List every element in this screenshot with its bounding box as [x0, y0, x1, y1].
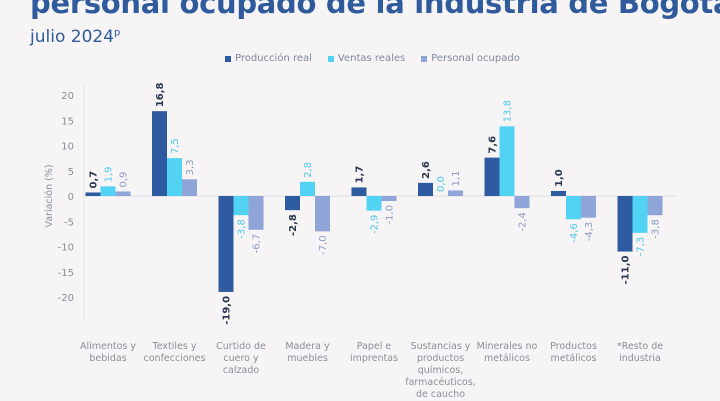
x-tick-label: Papel e imprentas	[338, 341, 410, 365]
bar	[300, 182, 315, 196]
y-tick-label: 15	[61, 116, 74, 127]
data-label: 0,9	[119, 172, 130, 188]
bar	[448, 190, 463, 196]
x-tick-label: Curtido de cuero y calzado	[205, 341, 277, 377]
data-label: -1,0	[385, 205, 396, 225]
y-tick-label: 5	[68, 167, 74, 178]
y-tick-label: 0	[68, 192, 74, 203]
data-label: 0,0	[436, 176, 447, 192]
x-tick-label: Alimentos y bebidas	[72, 341, 144, 365]
bar	[581, 196, 596, 218]
data-label: -11,0	[621, 256, 632, 285]
data-label: -6,7	[252, 234, 263, 254]
bar	[152, 111, 167, 196]
data-label: 16,8	[155, 82, 166, 107]
bar	[551, 191, 566, 196]
data-label: -2,4	[518, 212, 529, 232]
x-tick-label: Minerales no metálicos	[471, 341, 543, 365]
y-tick-label: -20	[58, 293, 74, 304]
data-label: 2,6	[421, 161, 432, 179]
bar	[618, 196, 633, 252]
x-tick-label: Productos metálicos	[538, 341, 610, 365]
data-label: 1,9	[104, 166, 115, 182]
data-label: -2,8	[288, 214, 299, 236]
y-tick-label: -5	[64, 217, 74, 228]
x-tick-label: *Resto de industria	[604, 341, 676, 365]
bar	[86, 192, 101, 196]
data-label: 1,7	[355, 166, 366, 184]
data-label: -7,3	[636, 237, 647, 257]
data-label: -3,8	[237, 219, 248, 239]
data-label: 1,1	[451, 171, 462, 187]
bar	[418, 183, 433, 196]
data-label: 7,6	[488, 136, 499, 154]
bar	[352, 187, 367, 196]
data-label: -2,9	[370, 215, 381, 235]
y-tick-label: 10	[61, 142, 74, 153]
x-tick-label: Madera y muebles	[272, 341, 344, 365]
y-tick-label: -10	[58, 243, 74, 254]
bar	[249, 196, 264, 230]
data-label: -3,8	[651, 219, 662, 239]
data-label: 2,8	[303, 162, 314, 178]
data-label: -4,6	[569, 223, 580, 243]
bar	[182, 179, 197, 196]
x-tick-label: Textiles y confecciones	[139, 341, 211, 365]
bar	[367, 196, 382, 211]
data-label: -19,0	[222, 296, 233, 325]
y-tick-label: -15	[58, 268, 74, 279]
bar	[500, 126, 515, 196]
bar	[515, 196, 530, 208]
data-label: -4,3	[584, 222, 595, 242]
bar	[234, 196, 249, 215]
y-tick-label: 20	[61, 91, 74, 102]
bar	[648, 196, 663, 215]
bar	[485, 158, 500, 196]
data-label: 1,0	[554, 169, 565, 187]
bar	[219, 196, 234, 292]
data-label: 0,7	[89, 171, 100, 189]
bar	[566, 196, 581, 219]
bar	[285, 196, 300, 210]
y-axis-label: Variación (%)	[44, 164, 55, 227]
bar	[382, 196, 397, 201]
x-tick-label: Sustancias y productos químicos, farmacé…	[405, 341, 477, 401]
bar	[101, 186, 116, 196]
data-label: -7,0	[318, 235, 329, 255]
data-label: 13,8	[503, 100, 514, 122]
bar	[116, 191, 131, 196]
data-label: 3,3	[185, 159, 196, 175]
bar	[633, 196, 648, 233]
bar	[315, 196, 330, 231]
bar	[167, 158, 182, 196]
data-label: 7,5	[170, 138, 181, 154]
